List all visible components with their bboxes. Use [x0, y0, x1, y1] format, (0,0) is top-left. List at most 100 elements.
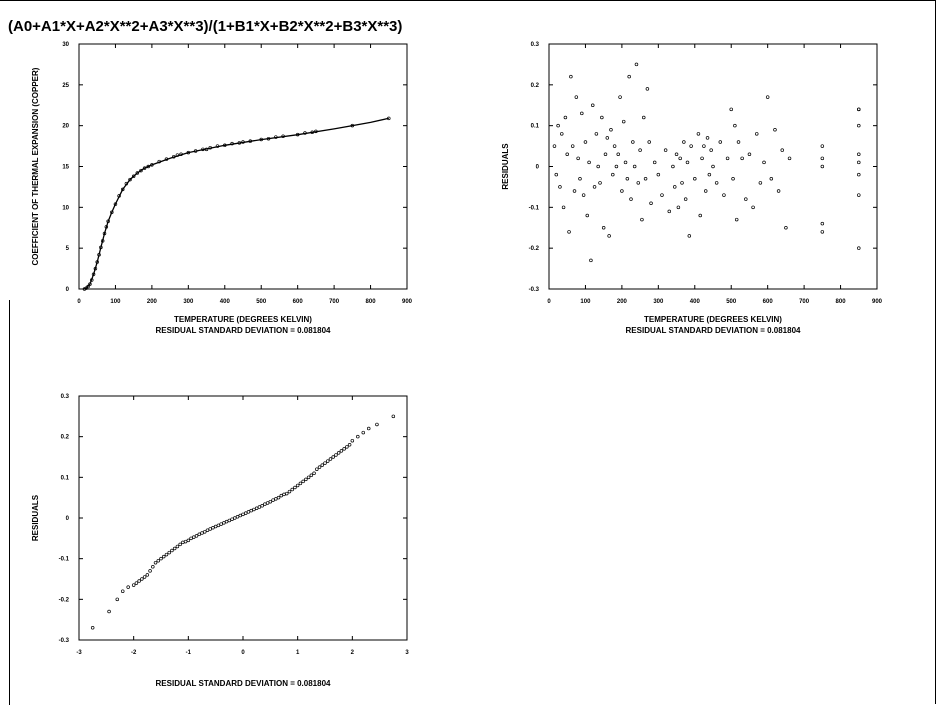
data-point — [857, 246, 861, 250]
data-point — [312, 471, 316, 476]
data-point — [820, 221, 825, 226]
data-point — [135, 171, 140, 175]
data-point — [216, 523, 221, 528]
data-point — [574, 95, 579, 99]
data-point — [554, 172, 559, 177]
resid-plot-area — [548, 43, 878, 290]
data-point — [634, 62, 639, 67]
data-point — [636, 181, 641, 185]
x-tick-label: 0 — [77, 299, 81, 305]
residual-sd-label: RESIDUAL STANDARD DEVIATION = 0.081804 — [156, 679, 331, 688]
data-point — [142, 575, 147, 579]
x-tick-label: 300 — [653, 299, 664, 305]
resid-chart: 0 100 200 300 400 500 600 700 800 900 -0.3 -0.2 -0.1… — [501, 42, 883, 335]
data-point — [252, 507, 256, 512]
data-point — [235, 515, 240, 519]
x-tick-label: 900 — [872, 299, 883, 305]
data-point — [224, 519, 229, 524]
data-point — [366, 426, 371, 431]
x-tick-label: 500 — [256, 299, 267, 305]
x-tick-label: 100 — [580, 299, 591, 305]
y-tick-label: 30 — [62, 42, 69, 48]
data-point — [765, 95, 770, 99]
data-point — [629, 197, 633, 201]
x-tick-label: 300 — [183, 299, 194, 305]
data-point — [569, 74, 573, 79]
y-tick-label: -0.3 — [59, 638, 70, 644]
x-tick-label: -1 — [186, 650, 192, 656]
y-tick-label: 10 — [62, 205, 69, 211]
data-point — [194, 534, 199, 538]
data-point — [729, 107, 733, 112]
data-point — [857, 160, 861, 165]
data-point — [298, 481, 303, 486]
x-tick-label: 800 — [366, 299, 377, 305]
data-point — [202, 530, 207, 534]
data-point — [623, 160, 628, 165]
data-point — [375, 422, 379, 427]
data-point — [570, 144, 575, 148]
data-point — [186, 538, 191, 543]
data-point — [578, 177, 582, 181]
data-point — [325, 459, 330, 463]
x-tick-label: 400 — [220, 299, 231, 305]
x-tick-label: 700 — [329, 299, 340, 305]
data-point — [306, 475, 311, 480]
data-point — [208, 527, 212, 531]
data-point — [339, 449, 344, 453]
data-point — [762, 160, 766, 165]
y-tick-label: 25 — [62, 83, 69, 89]
y-tick-label: 0.1 — [61, 475, 70, 481]
x-tick-label: 0 — [241, 650, 245, 656]
y-tick-label: -0.2 — [59, 597, 70, 603]
data-point — [705, 136, 710, 140]
data-point — [754, 132, 759, 136]
data-point — [689, 144, 693, 148]
data-point — [857, 123, 861, 128]
residual-sd-label: RESIDUAL STANDARD DEVIATION = 0.081804 — [626, 326, 801, 335]
y-axis-label: RESIDUALS — [31, 494, 40, 541]
data-point — [671, 164, 675, 169]
data-point — [734, 217, 739, 222]
data-point — [128, 177, 132, 182]
data-point — [820, 230, 825, 234]
data-point — [274, 497, 278, 501]
data-point — [601, 226, 606, 230]
data-point — [139, 168, 143, 173]
data-point — [276, 495, 281, 500]
data-point — [86, 284, 90, 289]
y-tick-label: 0.2 — [61, 435, 70, 441]
data-point — [667, 209, 672, 214]
data-point — [164, 552, 169, 557]
data-point — [583, 140, 588, 144]
data-point — [213, 524, 218, 529]
data-point — [616, 152, 620, 157]
data-point — [205, 528, 210, 532]
data-point — [156, 558, 161, 563]
data-point — [558, 185, 562, 189]
x-tick-label: 3 — [405, 650, 409, 656]
data-point — [328, 457, 333, 461]
y-axis-label: COEFFICIENT OF THERMAL EXPANSION (COPPER… — [31, 67, 40, 265]
data-point — [709, 148, 713, 152]
y-tick-label: 0 — [66, 287, 70, 293]
data-point — [703, 189, 708, 193]
data-point — [151, 565, 155, 569]
data-point — [279, 493, 284, 498]
data-point — [301, 479, 305, 484]
y-tick-label: -0.2 — [529, 246, 540, 252]
data-point — [347, 443, 352, 447]
data-point — [200, 531, 204, 535]
fit-curve — [83, 117, 389, 290]
data-point — [282, 492, 286, 497]
data-point — [649, 201, 653, 206]
probplot-plot-area — [78, 395, 408, 641]
data-point — [172, 546, 177, 551]
data-point — [700, 156, 704, 161]
data-point — [614, 164, 619, 169]
data-point — [672, 185, 677, 189]
data-point — [565, 152, 569, 157]
data-point — [268, 499, 273, 504]
data-point — [222, 521, 226, 525]
data-point — [148, 569, 152, 573]
